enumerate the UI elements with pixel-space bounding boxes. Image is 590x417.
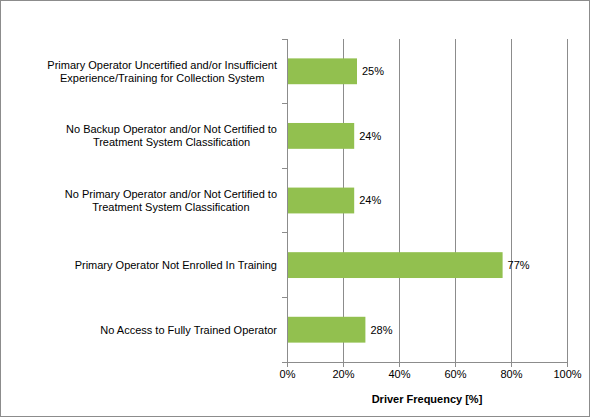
bar <box>287 317 365 343</box>
data-label: 25% <box>362 65 384 77</box>
y-axis-line <box>287 39 288 362</box>
y-tick-label: No Backup Operator and/or Not Certified … <box>66 123 277 148</box>
y-tick-mark <box>282 362 287 363</box>
x-tick-mark <box>455 362 456 367</box>
bars <box>287 58 503 342</box>
grid-line <box>455 39 456 362</box>
grid-line <box>287 39 288 362</box>
x-tick: 20% <box>332 362 354 380</box>
x-tick-label: 80% <box>500 368 522 380</box>
x-axis-line <box>288 362 568 363</box>
y-tick-label: No Primary Operator and/or Not Certified… <box>65 188 277 213</box>
bar <box>287 252 503 278</box>
x-tick-mark <box>343 362 344 367</box>
y-tick-label: No Access to Fully Trained Operator <box>100 324 277 336</box>
data-label: 28% <box>370 324 392 336</box>
y-labels: Primary Operator Uncertified and/or Insu… <box>47 59 277 336</box>
x-tick-mark <box>399 362 400 367</box>
x-axis: 0% 20% 40% 60% 80% 100% <box>280 362 582 380</box>
x-tick-label: 100% <box>553 368 581 380</box>
grid-line <box>567 39 568 362</box>
x-tick: 0% <box>280 362 296 380</box>
x-tick-mark <box>287 362 288 367</box>
grid-line <box>511 39 512 362</box>
data-labels: 25% 24% 24% 77% 28% <box>359 65 530 335</box>
bar <box>287 123 354 149</box>
x-tick-mark <box>511 362 512 367</box>
y-tick-mark <box>282 168 287 169</box>
x-tick-mark <box>567 362 568 367</box>
y-axis <box>282 39 287 362</box>
y-tick-mark <box>282 103 287 104</box>
x-tick: 100% <box>553 362 581 380</box>
x-tick: 40% <box>388 362 410 380</box>
grid <box>287 39 567 362</box>
chart-border <box>1 1 590 417</box>
x-tick-label: 60% <box>444 368 466 380</box>
x-tick-label: 0% <box>280 368 296 380</box>
y-tick-label: Primary Operator Not Enrolled In Trainin… <box>75 259 277 271</box>
y-tick-mark <box>282 232 287 233</box>
chart: 0% 20% 40% 60% 80% 100% Primary Operator Uncer… <box>0 0 590 417</box>
x-tick-label: 20% <box>332 368 354 380</box>
x-tick: 60% <box>444 362 466 380</box>
bar <box>287 58 357 84</box>
grid-line <box>399 39 400 362</box>
data-label: 24% <box>359 130 381 142</box>
y-tick-mark <box>282 297 287 298</box>
y-tick-mark <box>282 39 287 40</box>
x-tick-label: 40% <box>388 368 410 380</box>
bar <box>287 188 354 214</box>
x-tick: 80% <box>500 362 522 380</box>
x-axis-title: Driver Frequency [%] <box>372 393 483 405</box>
y-tick-label: Primary Operator Uncertified and/or Insu… <box>47 59 277 84</box>
plot: 0% 20% 40% 60% 80% 100% Primary Operator Uncer… <box>47 39 581 380</box>
data-label: 77% <box>508 259 530 271</box>
data-label: 24% <box>359 194 381 206</box>
